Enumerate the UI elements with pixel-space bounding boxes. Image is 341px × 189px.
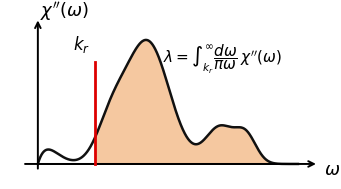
Text: $k_r$: $k_r$: [73, 34, 90, 55]
Text: $\chi''(\omega)$: $\chi''(\omega)$: [41, 0, 90, 22]
Polygon shape: [95, 40, 298, 164]
Text: $\omega$: $\omega$: [324, 161, 340, 179]
Text: $\lambda = \int_{k_r}^{\infty} \dfrac{d\omega}{\pi\omega}\,\chi''(\omega)$: $\lambda = \int_{k_r}^{\infty} \dfrac{d\…: [163, 42, 281, 76]
